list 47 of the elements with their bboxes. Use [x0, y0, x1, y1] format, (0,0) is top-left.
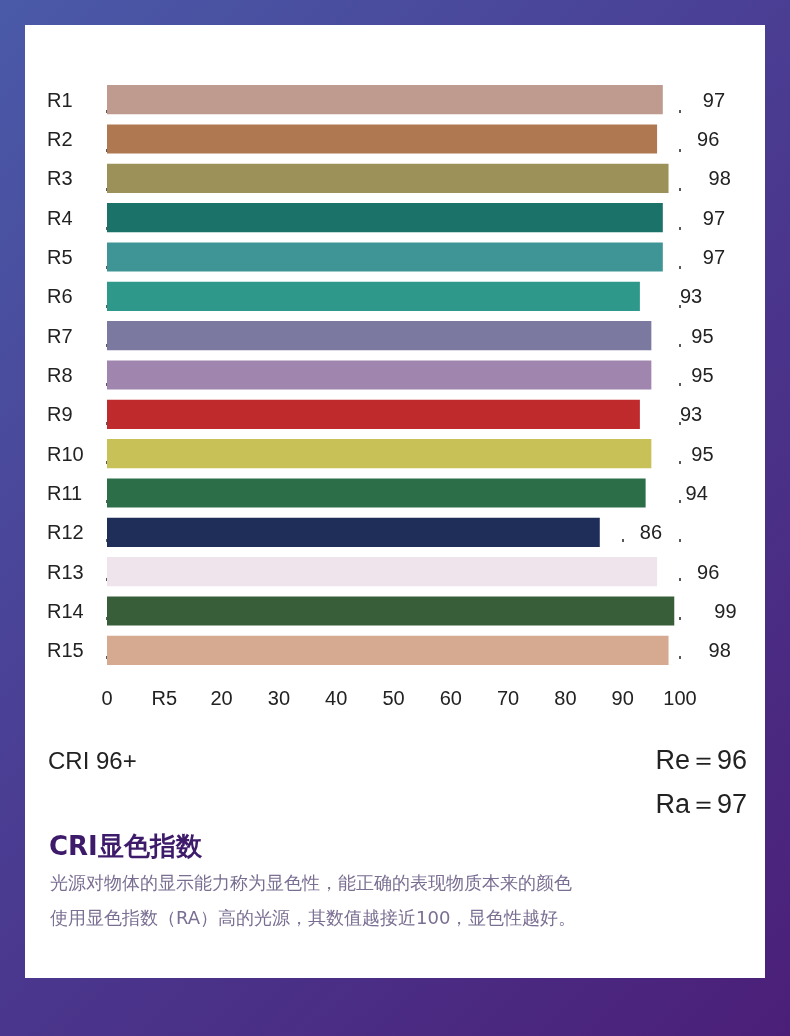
y-tick-label: R15 [47, 639, 84, 662]
data-label: 93 [679, 285, 703, 308]
x-tick-label: 70 [496, 687, 520, 709]
x-tick-label: 60 [439, 687, 462, 709]
x-tick-label: 30 [267, 687, 291, 709]
y-tick-label: R5 [47, 246, 73, 268]
data-label: 94 [685, 482, 708, 504]
y-tick-label: R2 [47, 128, 73, 150]
data-label: 98 [708, 167, 731, 190]
text: CRI显色指数 [49, 831, 203, 861]
y-tick-label: R10 [47, 442, 84, 465]
y-tick-label: R11 [47, 482, 83, 504]
data-label: 99 [714, 600, 737, 622]
data-label: 97 [702, 88, 726, 111]
text: Ra＝97 [655, 788, 747, 819]
y-tick-label: R8 [47, 364, 73, 386]
x-tick-label: 50 [382, 687, 405, 709]
y-tick-label: R1 [47, 88, 73, 111]
text: 光源对物体的显示能力称为显色性，能正确的表现物质本来的颜色 [50, 871, 572, 893]
x-tick-label: 90 [611, 687, 634, 709]
y-tick-label: R14 [47, 600, 84, 622]
x-tick-label: 20 [210, 687, 233, 709]
y-tick-label: R13 [47, 560, 84, 583]
data-label: 97 [702, 206, 726, 229]
data-label: 98 [708, 639, 731, 662]
x-tick-label: 0 [101, 687, 113, 709]
x-tick-label: 40 [325, 687, 348, 709]
data-label: 95 [691, 324, 714, 347]
data-label: 95 [691, 442, 714, 465]
y-tick-label: R3 [47, 167, 73, 190]
y-tick-label: R12 [47, 521, 84, 544]
y-tick-label: R6 [47, 285, 73, 308]
data-label: 96 [697, 560, 720, 583]
text: 使用显色指数（RA）高的光源，其数值越接近100，显色性越好。 [50, 906, 577, 928]
x-tick-label: 80 [554, 687, 577, 709]
y-tick-label: R7 [47, 324, 73, 347]
text: Re＝96 [655, 744, 747, 775]
data-label: 93 [679, 403, 703, 426]
data-label: 97 [702, 246, 726, 268]
text: CRI 96+ [48, 746, 137, 774]
y-tick-label: R4 [47, 206, 73, 229]
data-label: 96 [697, 128, 720, 150]
x-tick-label: R5 [151, 687, 178, 709]
data-label: 86 [639, 521, 663, 544]
x-tick-label: 100 [663, 687, 697, 709]
data-label: 95 [691, 364, 714, 386]
y-tick-label: R9 [47, 403, 73, 426]
